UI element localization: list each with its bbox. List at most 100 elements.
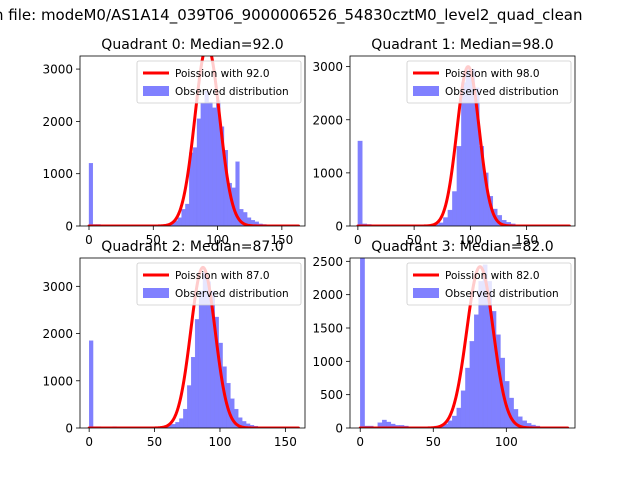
histogram-bar — [469, 341, 475, 428]
legend: Poission with 82.0 Observed distribution — [406, 262, 572, 306]
histogram-bar — [183, 408, 188, 428]
legend-label-poisson: Poission with 92.0 — [175, 68, 270, 80]
histogram-bar — [456, 407, 462, 428]
y-tick-label: 1500 — [312, 322, 343, 336]
y-tick-label: 1000 — [42, 374, 73, 388]
histogram-bar — [192, 147, 198, 226]
y-tick-label: 2000 — [312, 113, 343, 127]
plot-area-2 — [87, 265, 300, 428]
y-tick-label: 2000 — [42, 327, 73, 341]
legend-label-poisson: Poission with 87.0 — [175, 270, 270, 282]
x-tick-label: 150 — [274, 435, 297, 449]
legend-label-observed: Observed distribution — [175, 288, 289, 300]
panel-title: Quadrant 2: Median=87.0 — [101, 239, 283, 255]
plot-area-0 — [87, 56, 301, 226]
x-tick-label: 0 — [354, 233, 362, 247]
histogram-bar — [443, 217, 449, 226]
legend: Poission with 92.0 Observed distribution — [136, 60, 302, 104]
histogram-bar — [474, 314, 479, 428]
x-tick-label: 100 — [209, 435, 232, 449]
histogram-bar — [88, 163, 94, 226]
x-tick-label: 0 — [85, 233, 93, 247]
y-tick-label: 3000 — [42, 280, 73, 294]
legend-bar-swatch — [143, 288, 169, 298]
legend-label-observed: Observed distribution — [445, 86, 559, 98]
legend-bar-swatch — [413, 288, 439, 298]
axes-frame — [79, 55, 306, 227]
poisson-curve — [87, 265, 300, 428]
histogram-bar — [185, 203, 190, 226]
x-tick-label: 0 — [356, 435, 364, 449]
histogram-bar — [177, 217, 182, 226]
histogram-bar — [357, 140, 363, 226]
legend-label-poisson: Poission with 82.0 — [445, 270, 540, 282]
histogram-bar — [212, 107, 217, 226]
histogram-bar — [208, 101, 213, 226]
x-tick-label: 100 — [206, 233, 229, 247]
x-tick-label: 50 — [146, 233, 161, 247]
y-tick-label: 0 — [335, 220, 343, 234]
legend-box — [136, 60, 302, 104]
histogram-bar — [235, 161, 240, 226]
y-tick-label: 1000 — [312, 355, 343, 369]
panel-quadrant-2: 0 50 100 150 0 1000 2000 3000 Quadrant 2: Median… — [42, 239, 306, 449]
histogram-bar — [360, 258, 365, 428]
histogram-bar — [204, 90, 209, 226]
axes-frame — [349, 55, 576, 227]
legend-box — [406, 60, 572, 104]
x-tick-label: 50 — [147, 435, 162, 449]
legend-bar-swatch — [413, 86, 439, 96]
x-tick-label: 0 — [85, 435, 93, 449]
panel-title: Quadrant 1: Median=98.0 — [371, 37, 553, 53]
legend: Poission with 98.0 Observed distribution — [406, 60, 572, 104]
figure-suptitle: n file: modeM0/AS1A14_039T06_9000006526_… — [0, 6, 583, 25]
x-tick-label: 100 — [459, 233, 482, 247]
y-tick-label: 1000 — [42, 167, 73, 181]
histogram-bar — [175, 422, 180, 428]
histogram-bar — [171, 424, 176, 428]
y-tick-label: 2000 — [312, 288, 343, 302]
y-tick-label: 500 — [320, 388, 343, 402]
axes-frame — [79, 257, 306, 429]
histogram-bar — [198, 290, 204, 428]
legend-label-observed: Observed distribution — [445, 288, 559, 300]
histogram-bar — [452, 415, 457, 428]
x-tick-label: 50 — [426, 435, 441, 449]
histogram-bar — [187, 385, 192, 428]
panel-title: Quadrant 3: Median=82.0 — [371, 239, 553, 255]
y-tick-label: 3000 — [42, 63, 73, 77]
y-tick-label: 2000 — [42, 115, 73, 129]
panel-quadrant-1: 0 50 100 150 0 1000 2000 3000 Quadrant 1: Median… — [312, 37, 576, 247]
histogram-bar — [179, 418, 184, 428]
y-tick-label: 2500 — [312, 255, 343, 269]
panel-quadrant-0: 0 50 100 150 0 1000 2000 3000 Quadrant 0: Median… — [42, 37, 306, 247]
panel-title: Quadrant 0: Median=92.0 — [101, 37, 283, 53]
histogram-bar — [438, 222, 444, 226]
histogram-bar — [181, 209, 186, 226]
x-tick-label: 100 — [495, 435, 518, 449]
histogram-bar — [200, 102, 205, 226]
y-tick-label: 1000 — [312, 166, 343, 180]
axes-frame — [349, 257, 576, 429]
y-tick-label: 3000 — [312, 60, 343, 74]
histogram-bar — [465, 367, 470, 428]
y-tick-label: 0 — [335, 422, 343, 436]
legend-label-poisson: Poission with 98.0 — [445, 68, 540, 80]
y-tick-label: 0 — [65, 422, 73, 436]
legend-box — [406, 262, 572, 306]
histogram-bar — [447, 209, 453, 226]
histogram-bar — [447, 420, 453, 428]
legend-bar-swatch — [143, 86, 169, 96]
histogram-bar — [460, 390, 466, 428]
legend: Poission with 87.0 Observed distribution — [136, 262, 302, 306]
y-tick-label: 0 — [65, 220, 73, 234]
x-tick-label: 150 — [270, 233, 293, 247]
histogram-bar — [194, 319, 200, 428]
x-tick-label: 150 — [515, 233, 538, 247]
histogram-bar — [456, 146, 462, 226]
histogram-bar — [191, 357, 196, 428]
histogram-bar — [89, 340, 94, 428]
